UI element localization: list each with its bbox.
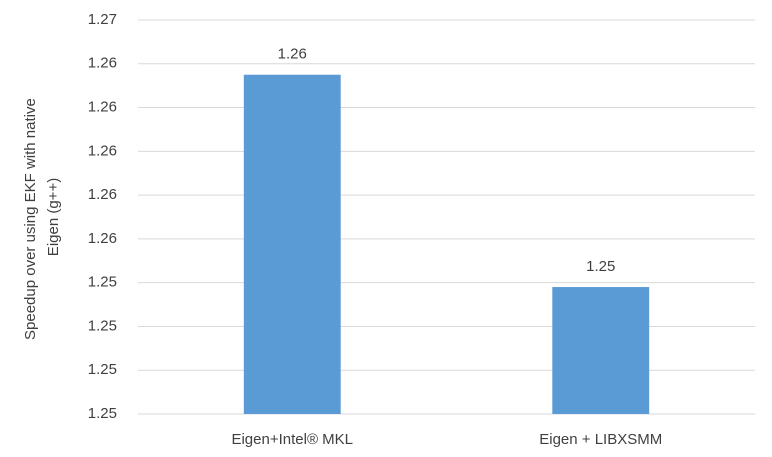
data-label: 1.26 xyxy=(278,46,307,63)
y-axis-label-line: Speedup over using EKF with native xyxy=(22,98,39,340)
y-tick-label: 1.25 xyxy=(88,274,117,291)
y-tick-label: 1.25 xyxy=(88,317,117,334)
data-label: 1.25 xyxy=(586,258,615,275)
x-tick-label: Eigen+Intel® MKL xyxy=(231,431,353,448)
bar xyxy=(552,287,650,414)
y-tick-label: 1.25 xyxy=(88,361,117,378)
y-tick-label: 1.26 xyxy=(88,55,117,72)
y-tick-label: 1.27 xyxy=(88,11,117,28)
y-tick-label: 1.26 xyxy=(88,99,117,116)
y-tick-label: 1.26 xyxy=(88,186,117,203)
y-tick-label: 1.26 xyxy=(88,230,117,247)
y-tick-label: 1.26 xyxy=(88,142,117,159)
x-tick-label: Eigen + LIBXSMM xyxy=(539,431,662,448)
y-axis-label: Speedup over using EKF with native Eigen… xyxy=(22,94,62,340)
y-tick-label: 1.25 xyxy=(88,405,117,422)
y-axis-label-line: Eigen (g++) xyxy=(45,178,62,256)
bar xyxy=(243,74,341,414)
